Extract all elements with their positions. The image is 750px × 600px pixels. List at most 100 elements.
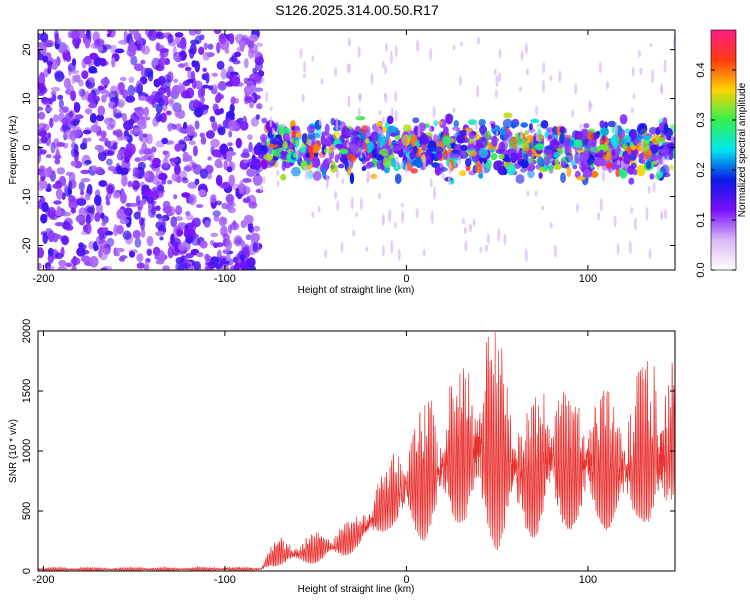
spectrogram-cell [308, 142, 314, 155]
spectrogram-cell [557, 143, 564, 149]
spectrogram-cell [651, 69, 654, 84]
snr-y-ticks: 0 500 1000 1500 2000 [21, 319, 675, 574]
spectrogram-cell [155, 231, 165, 237]
colorbar-tick-label: 0.2 [695, 162, 707, 177]
spectrogram-cell [429, 47, 433, 61]
spectrogram-cell [88, 241, 95, 250]
spectrogram-cell [253, 94, 261, 100]
spectrogram-cell [157, 75, 166, 86]
spectrogram-cell [660, 83, 664, 94]
spectrogram-cell [379, 148, 390, 157]
spectrogram-cell [105, 200, 111, 206]
spectrogram-cell [86, 137, 92, 142]
spectrogram-cell [553, 163, 562, 170]
spectrogram-cell [607, 120, 617, 128]
spectrogram-cell [649, 144, 659, 154]
spectrogram-cell [276, 169, 280, 177]
spectrogram-cell [226, 151, 236, 157]
spectrogram-cell [215, 263, 223, 270]
spectrogram-cell [210, 194, 217, 204]
spectrogram-cell [476, 85, 480, 99]
spectrogram-cell [429, 178, 433, 188]
spectrogram-cell [670, 135, 674, 143]
spectrogram-cell [73, 102, 81, 113]
spectrogram-cell [77, 32, 86, 39]
spectrogram-cell [645, 206, 649, 221]
spectrogram-cell [452, 107, 456, 113]
spectrogram-cell [168, 97, 175, 107]
spectrogram-cell [106, 237, 115, 247]
spectrogram-cell [47, 68, 52, 74]
spectrogram-cell [529, 123, 533, 131]
spectrogram-cell [85, 192, 91, 201]
spectrogram-cell [242, 148, 250, 158]
spectrogram-cell [346, 141, 350, 149]
spectrogram-cell [498, 48, 502, 59]
spectrogram-cell [610, 134, 620, 147]
spectrogram-cell [247, 265, 257, 270]
spectrogram-cell [211, 72, 218, 77]
spectrogram-cell [140, 59, 146, 65]
spectrogram-cell [159, 236, 164, 241]
spectrogram-cell [190, 220, 197, 233]
spectrogram-cell [116, 225, 124, 235]
spectrogram-cell [355, 212, 359, 218]
spectrogram-cell [165, 110, 172, 116]
spectrogram-cell [652, 182, 656, 193]
spectrogram-cell [143, 148, 153, 155]
spectrogram-cell [502, 118, 513, 129]
spectrogram-cell [324, 123, 330, 134]
spectrogram-cell [84, 222, 92, 235]
spectrogram-cell [589, 102, 593, 109]
x-tick-label: -200 [32, 273, 54, 285]
spectrogram-cell [520, 167, 527, 173]
spectrogram-cell [127, 84, 135, 97]
spectrogram-cell [537, 132, 542, 143]
spectrogram-cell [294, 125, 300, 131]
spectrogram-cell [370, 72, 374, 86]
spectrogram-cell [433, 186, 437, 200]
spectrogram-cell [409, 151, 415, 160]
spectrogram-cell [185, 87, 195, 99]
spectrogram-cell [451, 126, 460, 131]
spectrogram-cell [140, 218, 146, 231]
spectrogram-cell [524, 130, 529, 136]
spectrogram-cell [85, 214, 91, 225]
spectrogram-cell [549, 74, 553, 82]
spectrogram-cell [346, 153, 356, 160]
spectrogram-cell [549, 139, 560, 151]
spectrogram-frame [37, 29, 676, 271]
spectrogram-cell [540, 120, 549, 129]
spectrogram-cell [247, 40, 255, 49]
spectrogram-cell [82, 129, 92, 135]
spectrogram-cell [39, 72, 45, 84]
spectrogram-cell [366, 141, 375, 151]
spectrogram-cell [486, 233, 490, 245]
spectrogram-cell [38, 128, 47, 137]
spectrogram-cell [256, 103, 263, 110]
spectrogram-cell [527, 169, 535, 179]
spectrogram-cell [397, 248, 401, 261]
spectrogram-cell [54, 71, 65, 82]
spectrogram-cell [47, 247, 54, 257]
spectrogram-cell [301, 93, 305, 103]
spectrogram-cell [335, 143, 344, 149]
spectrogram-cell [445, 113, 453, 125]
spectrogram-cell [193, 98, 199, 110]
spectrogram-cell [201, 73, 208, 81]
spectrogram-cell [422, 249, 426, 257]
spectrogram-cell [330, 164, 335, 169]
spectrogram-cell [155, 112, 162, 123]
spectrogram-cell [205, 130, 215, 139]
spectrogram-cell [240, 254, 245, 261]
spectrogram-cell [582, 150, 590, 161]
spectrogram-cell [65, 262, 72, 268]
spectrogram-cell [598, 61, 602, 74]
y-tick-label: -10 [21, 189, 33, 205]
spectrogram-cell [655, 135, 659, 140]
spectrogram-cell [312, 171, 322, 181]
spectrogram-cell [602, 170, 605, 182]
colorbar: 0.0 0.1 0.2 0.3 0.4 Normalized spectral ampl… [695, 29, 748, 278]
spectrogram-cell [606, 80, 609, 90]
spectrogram-cell [70, 69, 80, 74]
